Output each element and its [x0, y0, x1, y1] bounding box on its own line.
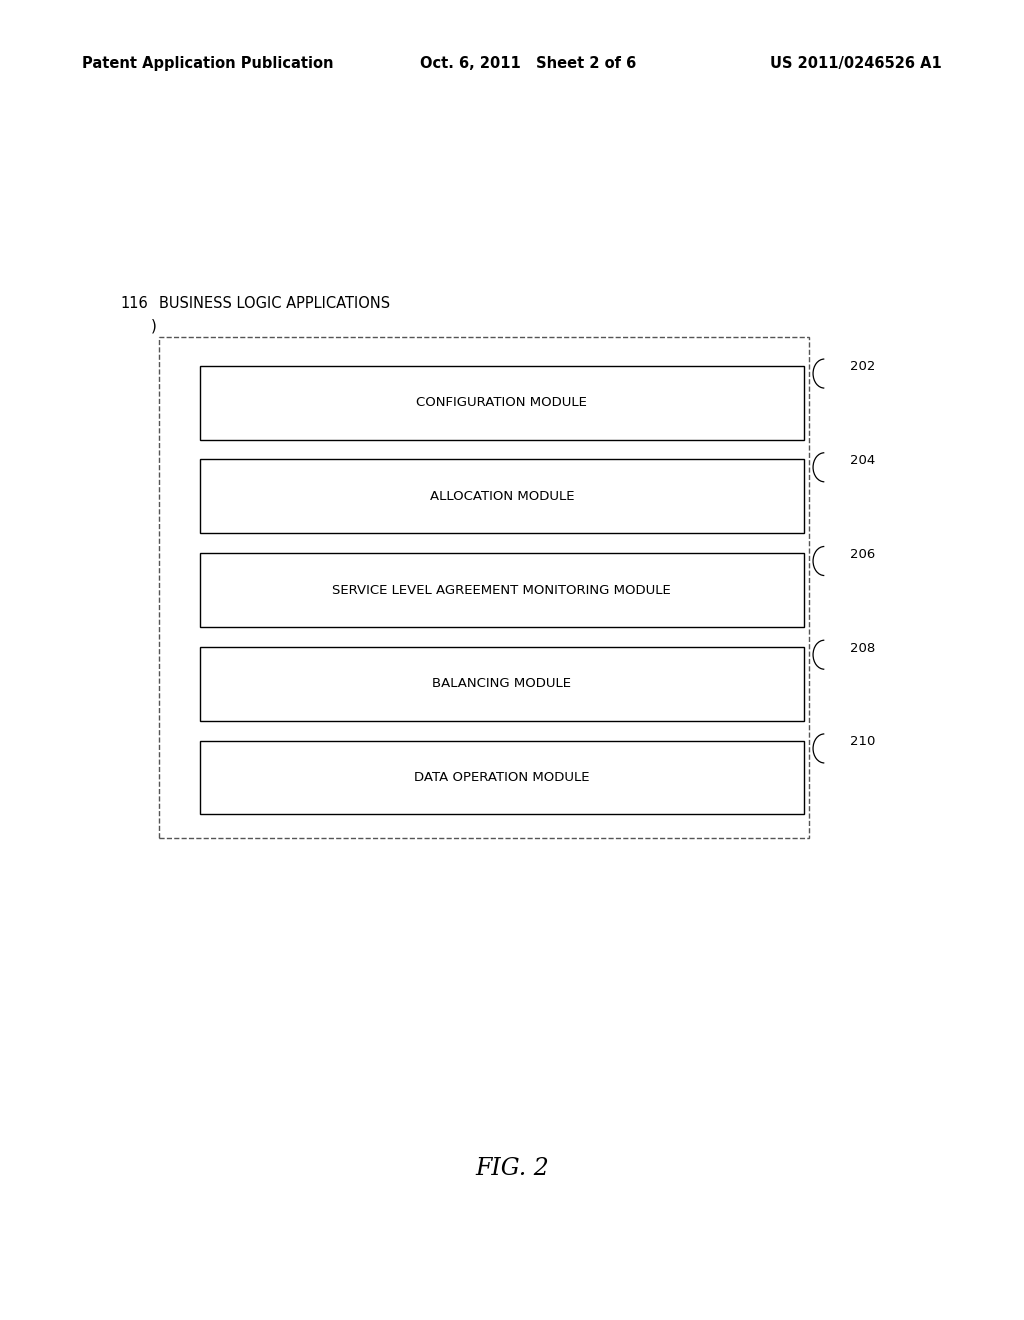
Text: 116: 116: [121, 296, 148, 312]
Text: SERVICE LEVEL AGREEMENT MONITORING MODULE: SERVICE LEVEL AGREEMENT MONITORING MODUL…: [333, 583, 671, 597]
Text: Oct. 6, 2011   Sheet 2 of 6: Oct. 6, 2011 Sheet 2 of 6: [420, 55, 636, 71]
Text: 202: 202: [850, 360, 876, 374]
Text: Patent Application Publication: Patent Application Publication: [82, 55, 334, 71]
Text: FIG. 2: FIG. 2: [475, 1156, 549, 1180]
Text: BALANCING MODULE: BALANCING MODULE: [432, 677, 571, 690]
Text: 206: 206: [850, 548, 876, 561]
FancyBboxPatch shape: [200, 553, 804, 627]
Text: ALLOCATION MODULE: ALLOCATION MODULE: [429, 490, 574, 503]
Text: ): ): [151, 318, 157, 334]
Text: 208: 208: [850, 642, 876, 655]
FancyBboxPatch shape: [200, 366, 804, 440]
FancyBboxPatch shape: [200, 647, 804, 721]
Text: CONFIGURATION MODULE: CONFIGURATION MODULE: [417, 396, 587, 409]
Text: 204: 204: [850, 454, 876, 467]
Text: US 2011/0246526 A1: US 2011/0246526 A1: [770, 55, 942, 71]
FancyBboxPatch shape: [200, 459, 804, 533]
Text: 210: 210: [850, 735, 876, 748]
FancyBboxPatch shape: [200, 741, 804, 814]
FancyBboxPatch shape: [159, 337, 809, 838]
Text: DATA OPERATION MODULE: DATA OPERATION MODULE: [414, 771, 590, 784]
Text: BUSINESS LOGIC APPLICATIONS: BUSINESS LOGIC APPLICATIONS: [159, 296, 390, 312]
